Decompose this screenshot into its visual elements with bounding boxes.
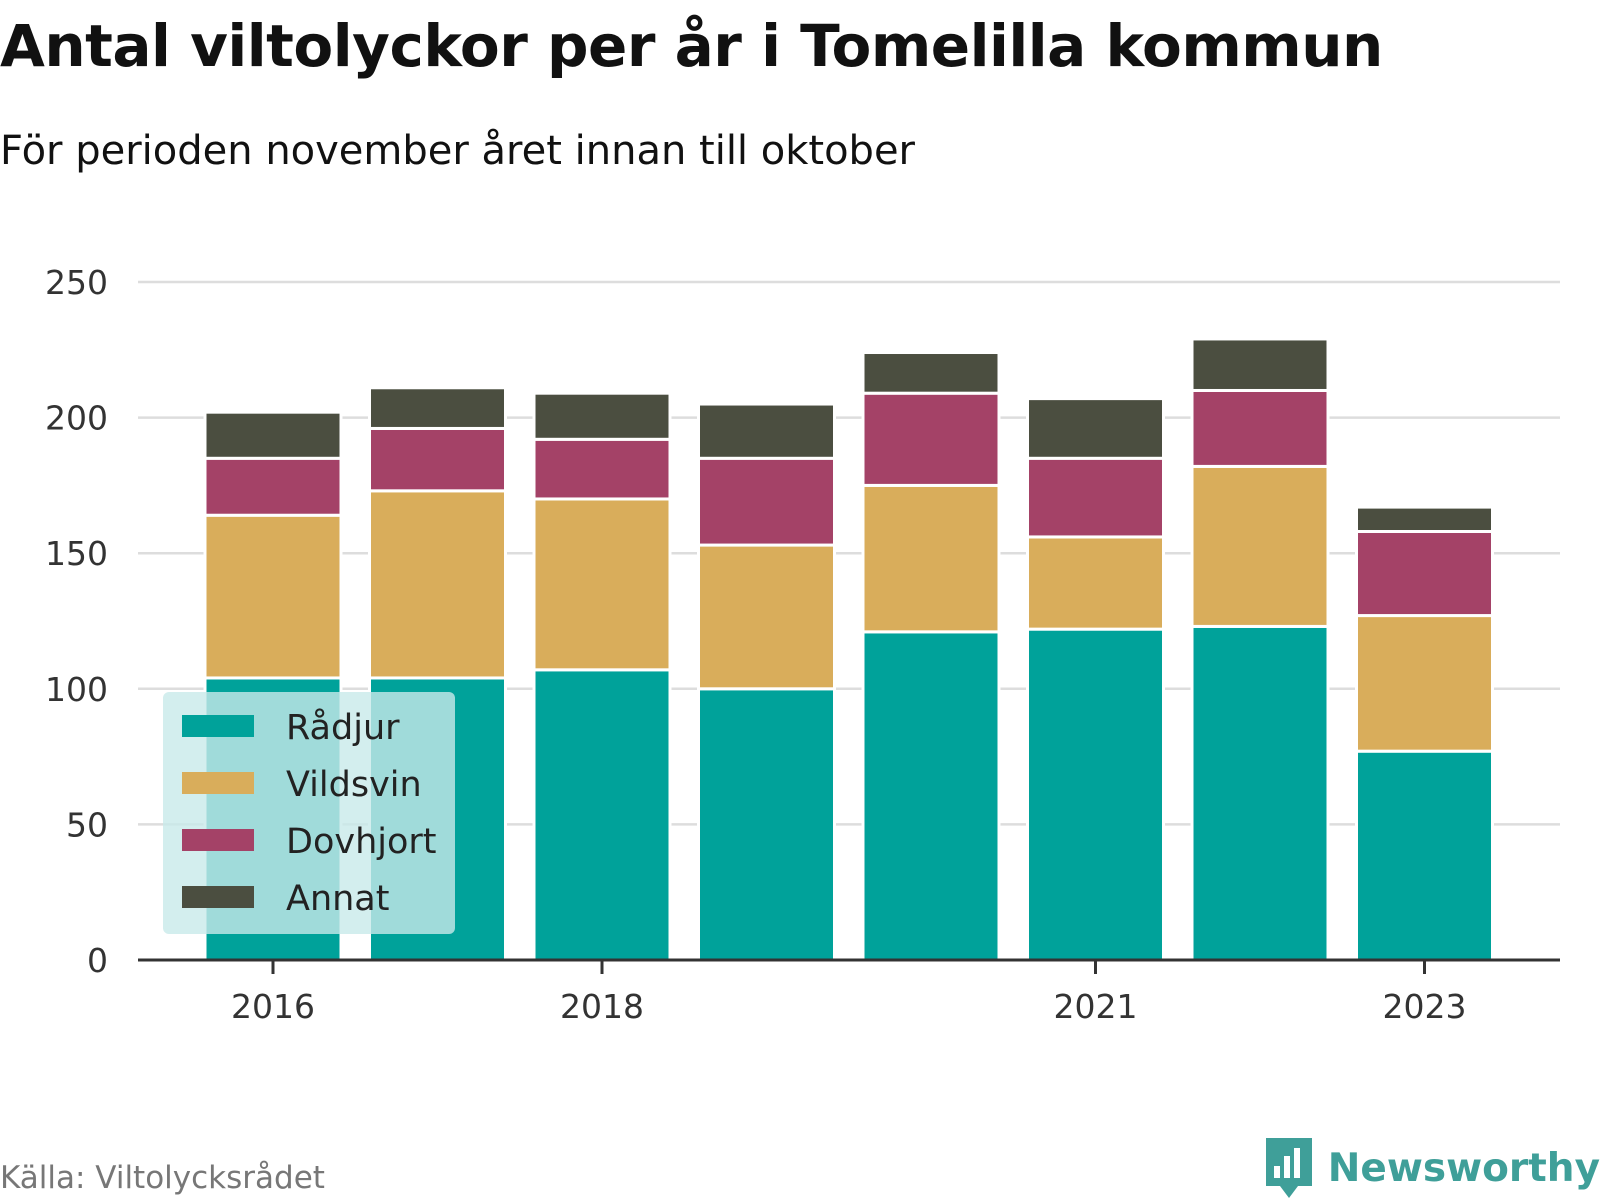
bar-segment-2016-dovhjort	[203, 456, 343, 517]
legend-swatch-rådjur	[182, 715, 254, 737]
bar-segment-2016-vildsvin	[203, 513, 343, 680]
y-tick-label: 200	[45, 399, 108, 438]
source-note: Källa: Viltolycksrådet	[0, 1160, 325, 1196]
x-tick-label: 2016	[231, 987, 315, 1026]
bar-segment-2022-vildsvin	[1190, 464, 1330, 628]
bar-segment-2019-rådjur	[697, 687, 836, 962]
bar-segment-2023-rådjur	[1355, 749, 1494, 962]
bar-segment-2016-annat	[203, 410, 343, 460]
y-tick-label: 0	[87, 941, 108, 980]
bar-segment-2017-vildsvin	[368, 489, 507, 680]
axes: 0 50 100 150 200 250 2016 2018 2021 2023	[45, 263, 1560, 1026]
x-tick-label: 2018	[560, 987, 644, 1026]
legend-swatch-annat	[182, 886, 254, 908]
bar-segment-2020-dovhjort	[861, 391, 1001, 487]
y-tick-label: 150	[45, 534, 108, 573]
bar-segment-2021-dovhjort	[1026, 456, 1165, 539]
chart-title: Antal viltolyckor per år i Tomelilla kom…	[0, 12, 1383, 80]
bar-segment-2018-rådjur	[532, 668, 672, 962]
bar-segment-2017-dovhjort	[368, 426, 507, 493]
legend-box	[163, 692, 455, 934]
bar-segment-2023-vildsvin	[1355, 614, 1494, 753]
bar-segment-2018-vildsvin	[532, 497, 672, 672]
bar-chart-speech-bubble-icon	[1265, 1138, 1312, 1198]
bar-segment-2020-annat	[861, 351, 1001, 395]
legend-swatch-vildsvin	[182, 772, 254, 794]
bar-segment-2022-annat	[1190, 337, 1330, 392]
y-tick-label: 100	[45, 670, 108, 709]
bar-segment-2022-rådjur	[1190, 624, 1330, 962]
chart-subtitle: För perioden november året innan till ok…	[0, 128, 915, 174]
bar-segment-2020-vildsvin	[861, 483, 1001, 634]
legend-label-rådjur: Rådjur	[286, 707, 400, 748]
bar-segment-2019-dovhjort	[697, 456, 836, 547]
bar-segment-2018-dovhjort	[532, 437, 672, 501]
y-tick-label: 50	[66, 805, 108, 844]
bar-segment-2021-rådjur	[1026, 627, 1165, 962]
x-tick-label: 2023	[1383, 987, 1467, 1026]
legend-label-dovhjort: Dovhjort	[286, 822, 437, 862]
legend-swatch-dovhjort	[182, 829, 254, 851]
x-tick-label: 2021	[1054, 987, 1138, 1026]
legend: Rådjur Vildsvin Dovhjort Annat	[163, 692, 455, 934]
legend-label-annat: Annat	[286, 879, 389, 919]
bar-segment-2021-vildsvin	[1026, 535, 1165, 631]
brand-name: Newsworthy	[1327, 1145, 1600, 1191]
brand-logo-group: Newsworthy	[1264, 1138, 1600, 1198]
bar-segment-2020-rådjur	[861, 630, 1001, 962]
bar-segment-2023-dovhjort	[1355, 530, 1494, 618]
bar-segment-2021-annat	[1026, 397, 1165, 460]
bar-segment-2019-annat	[697, 402, 836, 460]
legend-label-vildsvin: Vildsvin	[286, 765, 422, 805]
bar-segment-2022-dovhjort	[1190, 388, 1330, 468]
bar-segment-2023-annat	[1355, 505, 1494, 534]
bar-segment-2018-annat	[532, 391, 672, 441]
y-tick-label: 250	[45, 263, 108, 302]
bar-segment-2017-annat	[368, 386, 507, 430]
bar-segment-2019-vildsvin	[697, 543, 836, 691]
